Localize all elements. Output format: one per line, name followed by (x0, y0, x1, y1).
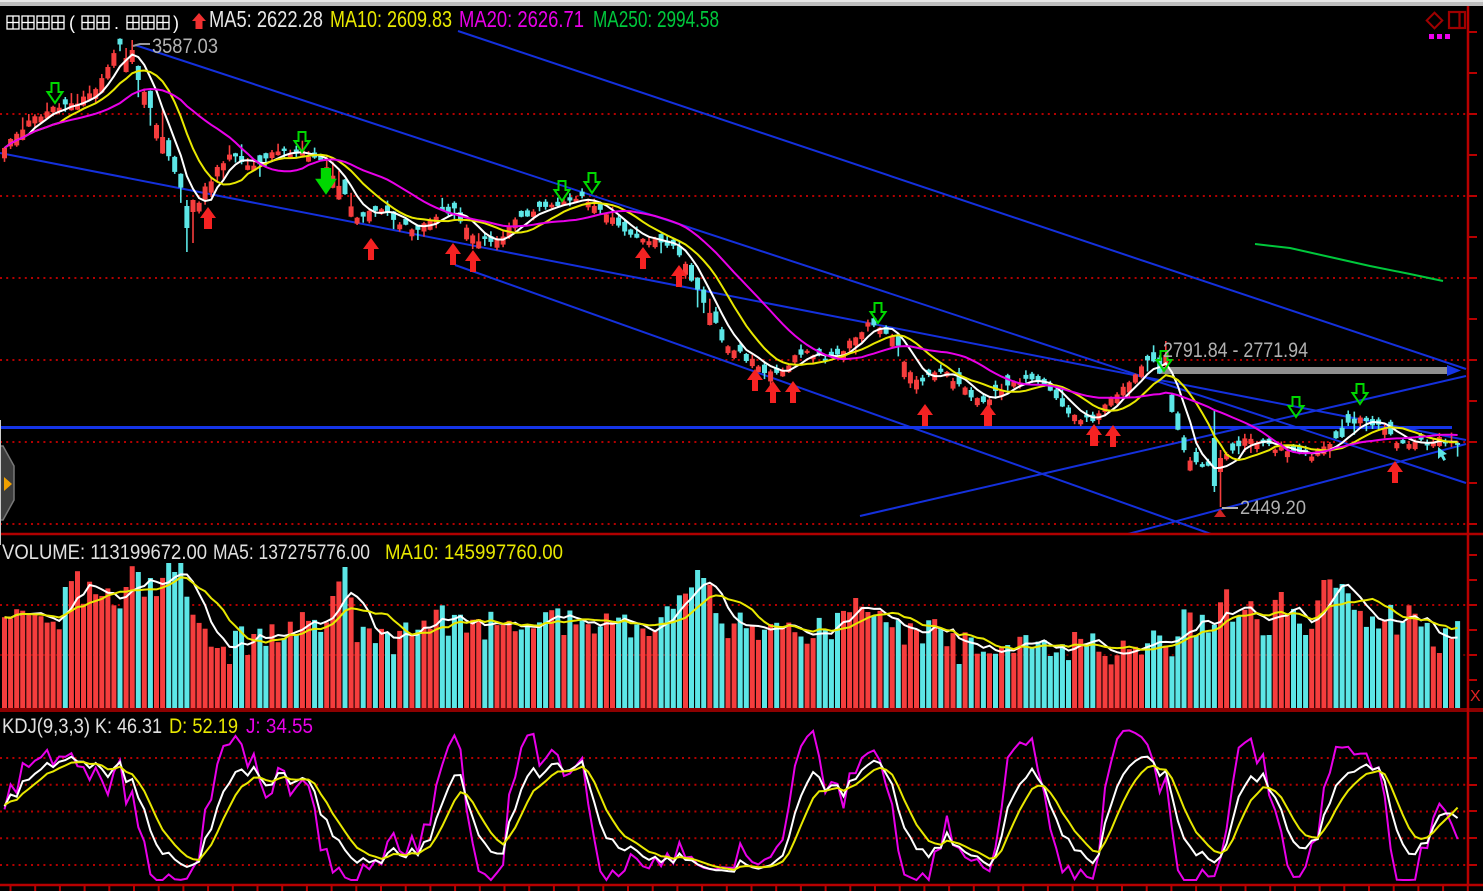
svg-text:2791.84 - 2771.94: 2791.84 - 2771.94 (1163, 339, 1308, 362)
svg-text:3587.03: 3587.03 (152, 35, 218, 58)
svg-text:MA250: 2994.58: MA250: 2994.58 (593, 6, 719, 32)
svg-text:): ) (173, 13, 179, 33)
svg-text:X: X (1470, 688, 1481, 705)
svg-text:MA5: 137275776.00: MA5: 137275776.00 (213, 541, 370, 564)
svg-text:MA10: 2609.83: MA10: 2609.83 (330, 6, 452, 32)
svg-text:MA10: 145997760.00: MA10: 145997760.00 (385, 541, 563, 564)
svg-text:MA20: 2626.71: MA20: 2626.71 (459, 6, 584, 32)
svg-text:VOLUME: 113199672.00: VOLUME: 113199672.00 (2, 541, 207, 564)
svg-text:(: ( (69, 13, 75, 33)
svg-text:2449.20: 2449.20 (1240, 498, 1306, 519)
svg-text:K: 46.31: K: 46.31 (95, 715, 162, 738)
svg-text:D: 52.19: D: 52.19 (169, 715, 238, 738)
svg-text:KDJ(9,3,3): KDJ(9,3,3) (2, 715, 90, 738)
svg-text:.: . (114, 13, 119, 33)
svg-text:MA5: 2622.28: MA5: 2622.28 (209, 6, 323, 32)
svg-text:J: 34.55: J: 34.55 (246, 715, 313, 738)
